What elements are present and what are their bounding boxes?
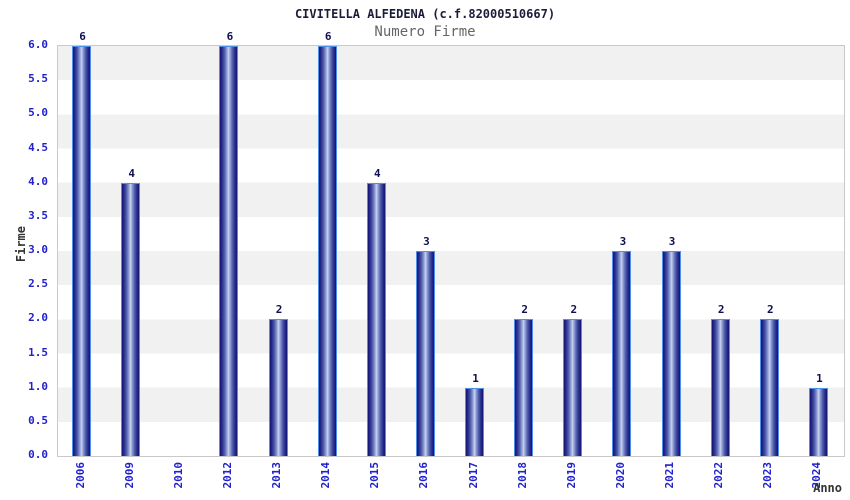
x-tick-2019: 2019: [564, 462, 578, 489]
y-tick-3.0: 3.0: [28, 243, 48, 256]
chart-title: CIVITELLA ALFEDENA (c.f.82000510667): [294, 7, 556, 21]
x-tick-2010: 2010: [171, 462, 185, 489]
bar-value-label-2023: 2: [767, 303, 774, 317]
bar-value-label-2012: 6: [226, 30, 234, 43]
bar-2009: [121, 182, 141, 456]
bar-value-label-2009: 4: [128, 166, 135, 180]
x-tick-2014: 2014: [319, 462, 333, 489]
bar-2023: [759, 319, 779, 456]
bar-2020: [612, 251, 632, 456]
bar-2014: [317, 46, 337, 456]
x-tick-2015: 2015: [368, 462, 382, 489]
x-tick-2009: 2009: [122, 462, 136, 489]
bar-2015: [366, 182, 386, 456]
chart-subtitle: Numero Firme: [374, 24, 476, 40]
bar-value-label-2014: 6: [324, 30, 332, 43]
y-tick-5.5: 5.5: [28, 72, 48, 86]
bar-value-label-2024: 1: [816, 371, 823, 385]
x-axis-label: Anno: [813, 481, 842, 495]
bar-value-label-2015: 4: [374, 166, 381, 180]
bar-2024: [808, 387, 828, 456]
x-tick-2016: 2016: [417, 462, 431, 489]
bar-2013: [268, 319, 288, 456]
bar-value-label-2018: 2: [521, 303, 528, 317]
x-tick-2021: 2021: [663, 462, 677, 489]
bar-2006: [72, 46, 92, 456]
x-tick-2017: 2017: [466, 462, 480, 489]
x-tick-2023: 2023: [761, 462, 775, 489]
y-tick-4.5: 4.5: [28, 140, 48, 154]
y-tick-5.0: 5.0: [28, 106, 48, 120]
bar-value-label-2006: 6: [79, 30, 86, 43]
x-tick-2018: 2018: [515, 462, 529, 489]
bar-value-label-2016: 3: [423, 235, 430, 248]
bar-2012: [219, 46, 239, 456]
bar-value-label-2017: 1: [472, 371, 479, 385]
y-tick-2.5: 2.5: [28, 277, 48, 291]
bar-2021: [661, 251, 681, 456]
bar-value-label-2021: 3: [668, 235, 676, 248]
plot-area: 6 4 6 2 6 4 3 1 2 2 3 3 2 2 1: [57, 30, 845, 457]
x-tick-2006: 2006: [73, 462, 87, 489]
y-tick-0.0: 0.0: [28, 448, 48, 461]
y-tick-2.0: 2.0: [28, 311, 48, 325]
y-tick-1.0: 1.0: [28, 379, 48, 393]
x-tick-2012: 2012: [220, 462, 234, 489]
bar-2022: [710, 319, 730, 456]
bar-2017: [465, 387, 485, 456]
y-tick-0.5: 0.5: [28, 413, 48, 427]
y-tick-1.5: 1.5: [28, 345, 48, 359]
bar-value-label-2020: 3: [619, 235, 627, 248]
y-tick-4.0: 4.0: [28, 174, 48, 188]
bar-value-label-2019: 2: [570, 303, 578, 317]
x-tick-2022: 2022: [712, 462, 726, 489]
x-tick-2013: 2013: [270, 462, 284, 489]
y-tick-3.5: 3.5: [28, 208, 48, 222]
bar-2018: [514, 319, 534, 456]
bar-2019: [563, 319, 583, 456]
bar-2016: [415, 251, 435, 456]
bar-value-label-2022: 2: [717, 303, 725, 317]
bar-value-label-2013: 2: [275, 303, 283, 317]
y-tick-6.0: 6.0: [28, 38, 48, 51]
x-tick-2020: 2020: [613, 462, 627, 489]
